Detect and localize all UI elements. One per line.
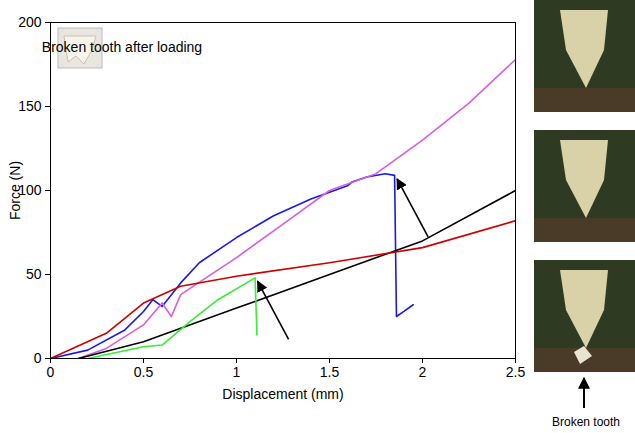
svg-text:1.5: 1.5 [320,364,340,380]
svg-text:100: 100 [18,182,42,198]
svg-text:0: 0 [47,364,55,380]
svg-text:Broken tooth: Broken tooth [552,415,620,429]
svg-text:Broken tooth after loading: Broken tooth after loading [42,39,202,55]
svg-text:2: 2 [419,364,427,380]
svg-text:50: 50 [26,266,42,282]
svg-text:150: 150 [18,98,42,114]
svg-text:0.5: 0.5 [134,364,154,380]
svg-text:Force (N): Force (N) [7,161,23,220]
svg-text:2.5: 2.5 [506,364,526,380]
svg-text:Displacement (mm): Displacement (mm) [222,386,343,402]
svg-text:200: 200 [18,14,42,30]
svg-text:1: 1 [233,364,241,380]
svg-text:0: 0 [34,350,42,366]
